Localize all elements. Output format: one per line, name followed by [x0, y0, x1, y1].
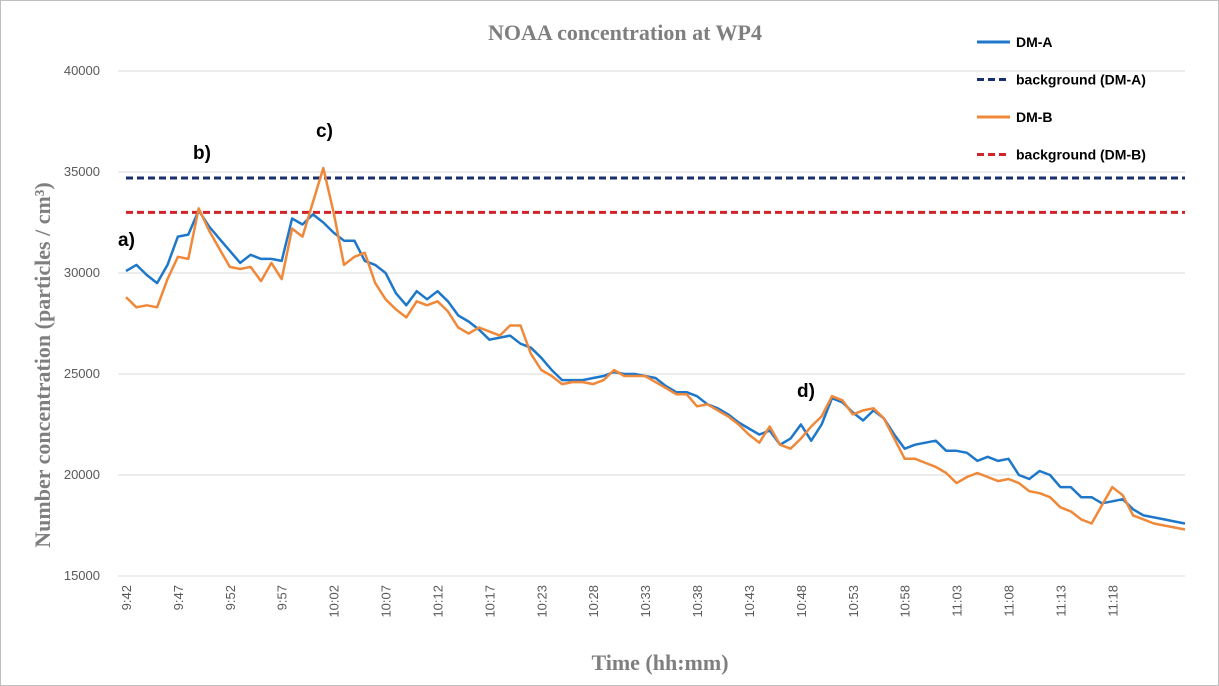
x-tick-label: 10:17 — [482, 585, 497, 618]
y-tick-label: 15000 — [64, 568, 100, 583]
x-tick-label: 10:33 — [638, 585, 653, 618]
y-axis-label: Number concentration (particles / cm³) — [30, 182, 55, 547]
y-tick-label: 20000 — [64, 467, 100, 482]
series-line — [125, 209, 1186, 525]
x-tick-label: 10:12 — [430, 585, 445, 618]
x-tick-label: 10:58 — [898, 585, 913, 618]
annotation: d) — [797, 381, 815, 402]
x-tick-label: 10:23 — [534, 585, 549, 618]
annotation: a) — [118, 230, 135, 251]
legend-label: background (DM-B) — [1016, 147, 1146, 163]
x-tick-label: 9:57 — [275, 585, 290, 610]
x-tick-label: 9:52 — [223, 585, 238, 610]
x-tick-label: 11:08 — [1002, 585, 1017, 617]
x-tick-label: 11:03 — [950, 585, 965, 617]
x-tick-label: 10:43 — [742, 585, 757, 618]
legend-label: background (DM-A) — [1016, 72, 1146, 88]
x-tick-label: 10:07 — [379, 585, 394, 618]
legend-label: DM-A — [1016, 34, 1053, 50]
series-line — [125, 166, 1186, 531]
x-axis-label: Time (hh:mm) — [591, 650, 728, 675]
x-tick-label: 11:13 — [1053, 585, 1068, 617]
y-tick-label: 40000 — [64, 63, 100, 78]
annotation: c) — [316, 121, 333, 142]
chart-title: NOAA concentration at WP4 — [488, 20, 762, 45]
y-tick-label: 35000 — [64, 164, 100, 179]
annotation: b) — [193, 143, 211, 164]
x-tick-label: 9:47 — [171, 585, 186, 610]
x-tick-label: 10:02 — [327, 585, 342, 618]
x-tick-label: 9:42 — [119, 585, 134, 610]
y-tick-label: 25000 — [64, 366, 100, 381]
legend-label: DM-B — [1016, 109, 1053, 125]
x-tick-label: 10:48 — [794, 585, 809, 618]
x-tick-label: 11:18 — [1105, 585, 1120, 617]
y-tick-label: 30000 — [64, 265, 100, 280]
x-tick-label: 10:28 — [586, 585, 601, 618]
x-tick-label: 10:53 — [846, 585, 861, 618]
x-tick-label: 10:38 — [690, 585, 705, 618]
